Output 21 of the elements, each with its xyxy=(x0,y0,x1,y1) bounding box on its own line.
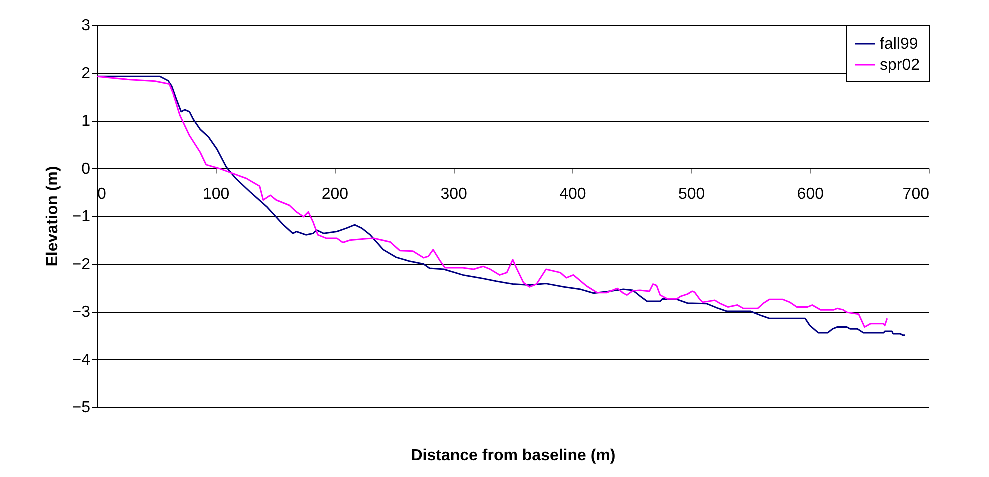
x-tick-label: 100 xyxy=(203,186,230,203)
x-axis-title: Distance from baseline (m) xyxy=(411,448,616,464)
y-tick-label: −4 xyxy=(72,352,91,369)
x-tick-label: 600 xyxy=(797,186,824,203)
y-tick-label: −1 xyxy=(72,208,91,226)
legend-label: spr02 xyxy=(880,57,920,74)
y-tick-label: 3 xyxy=(82,18,91,34)
y-tick-label: 2 xyxy=(82,65,91,82)
y-tick-label: 1 xyxy=(82,113,91,130)
legend-label: fall99 xyxy=(880,36,918,53)
y-axis-title: Elevation (m) xyxy=(44,166,62,267)
x-tick-label: 700 xyxy=(902,186,930,203)
x-tick-label: 0 xyxy=(98,186,106,203)
x-tick-label: 200 xyxy=(322,186,349,203)
x-tick-label: 400 xyxy=(560,186,586,203)
x-tick-label: 500 xyxy=(678,186,706,203)
y-tick-label: −5 xyxy=(72,400,91,416)
y-tick-label: −2 xyxy=(72,256,91,274)
y-tick-label: −3 xyxy=(72,304,91,321)
y-tick-label: 0 xyxy=(82,160,91,178)
x-tick-label: 300 xyxy=(440,186,468,203)
